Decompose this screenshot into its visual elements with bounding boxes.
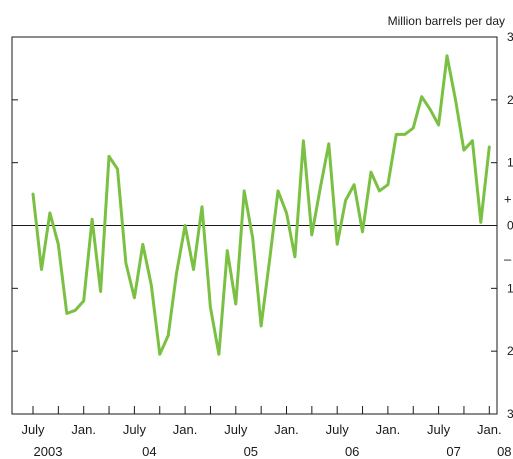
x-year-label: 08 [497, 444, 511, 459]
x-year-label: 2003 [34, 444, 63, 459]
minus-sign: – [504, 252, 512, 267]
x-tick-label: July [326, 422, 350, 437]
x-tick-label: July [21, 422, 45, 437]
y-tick-label: 3 [507, 30, 513, 44]
y-tick-label: 2 [507, 93, 513, 107]
x-year-label: 05 [244, 444, 258, 459]
y-axis-ticks [12, 36, 497, 415]
y-axis-unit-label: Million barrels per day [387, 14, 505, 28]
x-tick-label: Jan. [71, 422, 96, 437]
x-axis-ticks [32, 406, 490, 414]
y-tick-label: 3 [507, 407, 513, 421]
y-tick-label: 0 [507, 219, 513, 233]
y-tick-label: 2 [507, 344, 513, 358]
x-axis-tick-labels: July 2003 Jan. July 04 Jan. July 05 Jan. July 06 Ja… [21, 422, 511, 459]
x-tick-label: July [123, 422, 147, 437]
y-tick-label: 1 [507, 156, 513, 170]
x-tick-label: July [224, 422, 248, 437]
x-year-label: 04 [142, 444, 156, 459]
x-tick-label: Jan. [477, 422, 502, 437]
plus-sign: + [504, 192, 512, 207]
sign-markers: + – [504, 192, 512, 267]
x-tick-label: Jan. [376, 422, 401, 437]
x-tick-label: Jan. [274, 422, 299, 437]
x-tick-label: July [427, 422, 451, 437]
y-tick-label: 1 [507, 281, 513, 295]
x-year-label: 06 [345, 444, 359, 459]
x-year-label: 07 [446, 444, 460, 459]
series-line [31, 54, 491, 356]
x-tick-label: Jan. [173, 422, 198, 437]
y-axis-tick-labels: 3 2 1 0 1 2 3 [507, 30, 513, 421]
